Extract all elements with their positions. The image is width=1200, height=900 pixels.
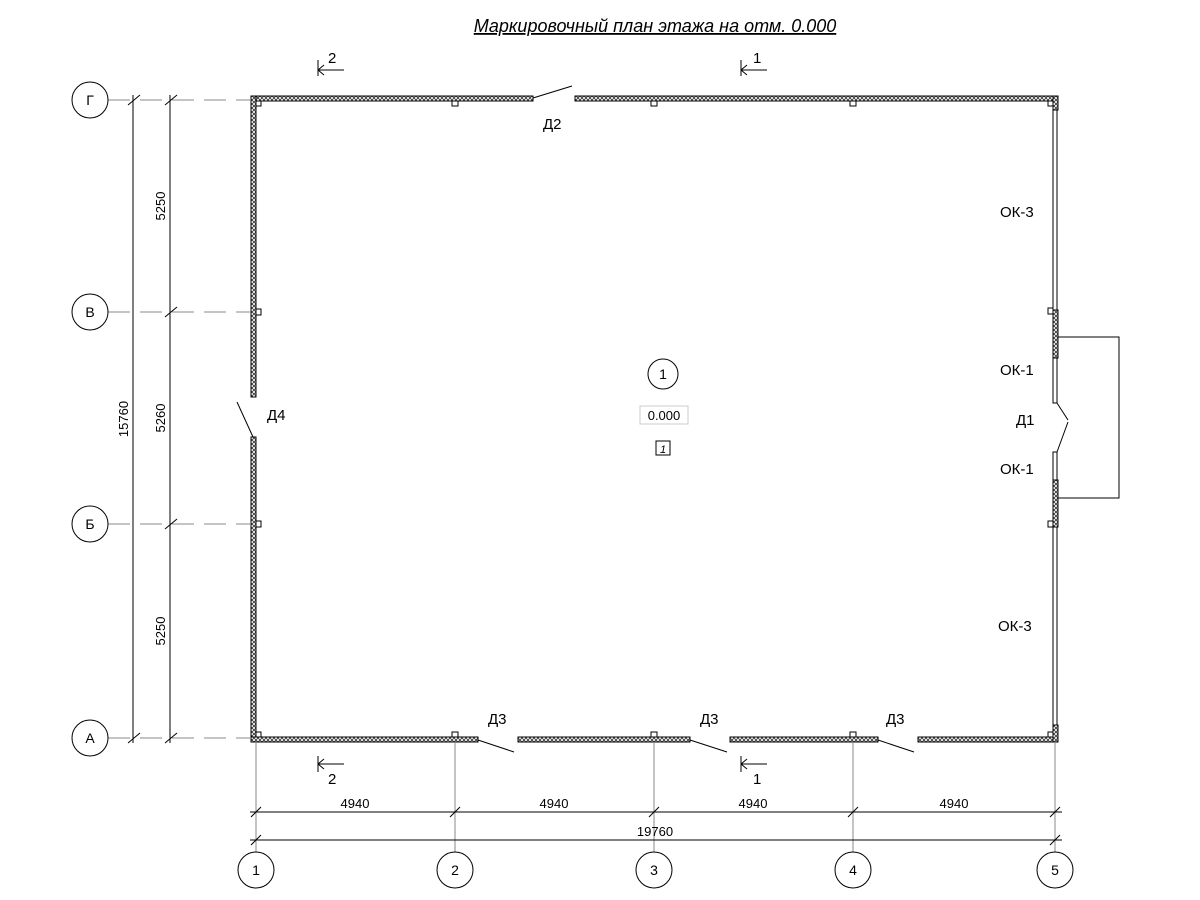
section-1-top: 1 <box>753 50 761 67</box>
dim-h-4: 4940 <box>940 796 969 811</box>
dim-h-1: 4940 <box>341 796 370 811</box>
axis-row-a: А <box>85 730 95 746</box>
dimension-labels: 5250 5260 5250 15760 4940 4940 4940 4940… <box>116 192 968 839</box>
door-d3-3: Д3 <box>886 711 905 728</box>
dim-h-2: 4940 <box>540 796 569 811</box>
porch <box>1058 336 1120 499</box>
grid-lines <box>108 99 251 739</box>
door-swings <box>236 85 1120 753</box>
axis-col-5: 5 <box>1051 862 1059 878</box>
window-ok3-top: ОК-3 <box>1000 204 1034 221</box>
section-1-bottom: 1 <box>753 771 761 788</box>
door-d2: Д2 <box>543 116 562 133</box>
windows <box>1052 109 1058 726</box>
dim-h-3: 4940 <box>739 796 768 811</box>
dim-h-total: 19760 <box>637 824 673 839</box>
window-ok1-top: ОК-1 <box>1000 362 1034 379</box>
axis-row-v: В <box>85 304 94 320</box>
axis-col-3: 3 <box>650 862 658 878</box>
plan-title: Маркировочный план этажа на отм. 0.000 <box>474 16 837 36</box>
room-number: 1 <box>659 366 667 382</box>
door-d4: Д4 <box>267 407 286 424</box>
room-marker: 1 0.000 1 <box>639 358 689 456</box>
axis-col-1: 1 <box>252 862 260 878</box>
door-d3-1: Д3 <box>488 711 507 728</box>
axis-col-2: 2 <box>451 862 459 878</box>
axis-row-g: Г <box>86 92 94 108</box>
axis-row-b: Б <box>85 516 94 532</box>
grid-lines-vertical <box>255 742 1056 852</box>
dim-v-1: 5250 <box>153 192 168 221</box>
section-marks <box>317 60 767 772</box>
window-ok3-bottom: ОК-3 <box>998 618 1032 635</box>
columns <box>255 100 1054 738</box>
dim-v-3: 5250 <box>153 617 168 646</box>
room-level: 0.000 <box>648 408 681 423</box>
axis-col-4: 4 <box>849 862 857 878</box>
section-2-top: 2 <box>328 50 336 67</box>
window-ok1-bottom: ОК-1 <box>1000 461 1034 478</box>
door-d3-2: Д3 <box>700 711 719 728</box>
dim-v-total: 15760 <box>116 401 131 437</box>
walls <box>250 95 1059 743</box>
axis-bubbles: Г В Б А 1 2 3 4 5 <box>71 81 1074 889</box>
dim-v-2: 5260 <box>153 404 168 433</box>
door-d1: Д1 <box>1016 412 1035 429</box>
room-tag: 1 <box>660 444 666 456</box>
section-2-bottom: 2 <box>328 771 336 788</box>
dimension-lines <box>127 94 1062 846</box>
